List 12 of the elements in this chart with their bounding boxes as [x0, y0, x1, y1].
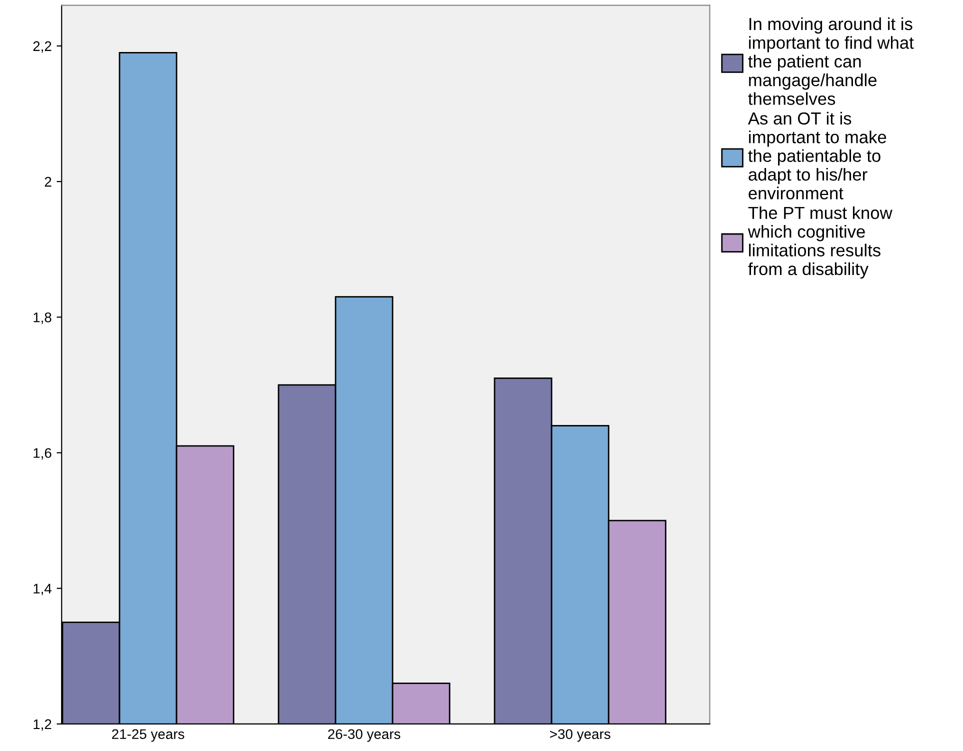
- y-tick-label: 1,4: [34, 584, 52, 596]
- x-tick-label: 21-25 years: [112, 729, 184, 742]
- y-tick-label: 1,2: [34, 719, 52, 731]
- legend-label: In moving around it is important to find what the patient can mangage/handle themselves: [748, 17, 914, 105]
- legend-label: As an OT it is important to make the patientable to adapt to his/her environment: [748, 112, 886, 200]
- legend-label: The PT must know which cognitive limitations results from a disability: [748, 206, 892, 279]
- y-tick-label: 1,6: [34, 448, 52, 460]
- x-tick-label: 26-30 years: [328, 729, 400, 742]
- y-tick-label: 2: [44, 176, 52, 187]
- y-tick-label: 1,8: [34, 312, 52, 324]
- x-tick-label: >30 years: [550, 729, 610, 742]
- y-tick-label: 2,2: [33, 41, 52, 53]
